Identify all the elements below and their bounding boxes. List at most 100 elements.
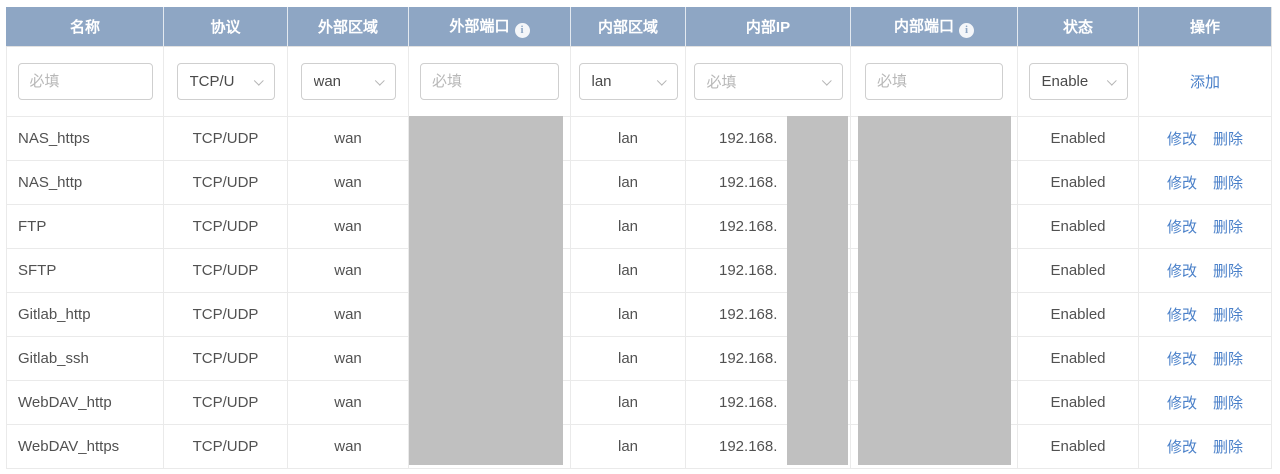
table-row: WebDAV_http TCP/UDP wan lan 192.168. Ena…: [6, 379, 1272, 425]
table-row: Gitlab_ssh TCP/UDP wan lan 192.168. Enab…: [6, 335, 1272, 381]
table-row: SFTP TCP/UDP wan lan 192.168. Enabled 修改…: [6, 247, 1272, 293]
delete-link[interactable]: 删除: [1213, 394, 1244, 412]
cell-protocol: TCP/UDP: [163, 115, 288, 161]
cell-internal-zone: lan: [570, 159, 686, 205]
column-header-internal-zone: 内部区域: [570, 7, 686, 47]
cell-actions: 修改 删除: [1138, 159, 1272, 205]
external-zone-select[interactable]: wan: [300, 62, 396, 100]
delete-link[interactable]: 删除: [1213, 350, 1244, 368]
cell-internal-zone: lan: [570, 379, 686, 425]
column-header-internal-port: 内部端口 i: [850, 7, 1018, 47]
name-input[interactable]: [17, 62, 153, 100]
cell-external-zone: wan: [287, 203, 409, 249]
cell-external-zone: wan: [287, 291, 409, 337]
delete-link[interactable]: 删除: [1213, 218, 1244, 236]
cell-name: WebDAV_http: [6, 379, 164, 425]
cell-status: Enabled: [1017, 203, 1139, 249]
status-select-value: Enable: [1041, 72, 1089, 90]
add-entry-row: TCP/U wan lan 必填 Enable 添加: [6, 45, 1272, 117]
column-header-external-port: 外部端口 i: [408, 7, 571, 47]
edit-link[interactable]: 修改: [1166, 174, 1197, 192]
delete-link[interactable]: 删除: [1213, 174, 1244, 192]
internal-port-input[interactable]: [865, 62, 1003, 100]
column-header-status: 状态: [1017, 7, 1139, 47]
cell-external-zone: wan: [287, 115, 409, 161]
info-icon[interactable]: i: [959, 22, 974, 38]
chevron-down-icon: [656, 75, 667, 86]
cell-actions: 修改 删除: [1138, 203, 1272, 249]
protocol-select[interactable]: TCP/U: [176, 62, 275, 100]
cell-name: Gitlab_ssh: [6, 335, 164, 381]
cell-external-zone: wan: [287, 247, 409, 293]
redaction-overlay-external-port: [409, 116, 563, 465]
cell-status: Enabled: [1017, 291, 1139, 337]
edit-link[interactable]: 修改: [1166, 306, 1197, 324]
column-header-label: 外部区域: [317, 18, 378, 36]
cell-protocol: TCP/UDP: [163, 247, 288, 293]
internal-zone-select[interactable]: lan: [578, 62, 678, 100]
internal-ip-prefix: 192.168.: [719, 129, 778, 147]
cell-internal-zone: lan: [570, 247, 686, 293]
header-row: 名称 协议 外部区域 外部端口 i 内部区域 内部IP 内部端口 i 状态 操作: [6, 7, 1272, 47]
cell-status: Enabled: [1017, 115, 1139, 161]
column-header-label: 名称: [69, 18, 100, 36]
cell-status: Enabled: [1017, 247, 1139, 293]
table-row: NAS_http TCP/UDP wan lan 192.168. Enable…: [6, 159, 1272, 205]
edit-link[interactable]: 修改: [1166, 130, 1197, 148]
cell-actions: 修改 删除: [1138, 335, 1272, 381]
protocol-select-value: TCP/U: [189, 72, 235, 90]
delete-link[interactable]: 删除: [1213, 130, 1244, 148]
delete-link[interactable]: 删除: [1213, 262, 1244, 280]
cell-name: NAS_https: [6, 115, 164, 161]
delete-link[interactable]: 删除: [1213, 438, 1244, 456]
redaction-overlay-internal-port: [858, 116, 1011, 465]
cell-internal-zone: lan: [570, 423, 686, 469]
cell-internal-zone: lan: [570, 335, 686, 381]
edit-link[interactable]: 修改: [1166, 218, 1197, 236]
cell-protocol: TCP/UDP: [163, 335, 288, 381]
cell-external-zone: wan: [287, 379, 409, 425]
edit-link[interactable]: 修改: [1166, 438, 1197, 456]
cell-status: Enabled: [1017, 423, 1139, 469]
column-header-actions: 操作: [1138, 7, 1272, 47]
cell-internal-zone: lan: [570, 203, 686, 249]
add-button[interactable]: 添加: [1189, 73, 1220, 91]
column-header-label: 协议: [210, 18, 241, 36]
table-row: WebDAV_https TCP/UDP wan lan 192.168. En…: [6, 423, 1272, 469]
status-select[interactable]: Enable: [1028, 62, 1128, 100]
column-header-internal-ip: 内部IP: [685, 7, 851, 47]
cell-name: Gitlab_http: [6, 291, 164, 337]
edit-link[interactable]: 修改: [1166, 350, 1197, 368]
cell-actions: 修改 删除: [1138, 247, 1272, 293]
internal-ip-prefix: 192.168.: [719, 305, 778, 323]
edit-link[interactable]: 修改: [1166, 394, 1197, 412]
cell-external-zone: wan: [287, 423, 409, 469]
cell-actions: 修改 删除: [1138, 379, 1272, 425]
column-header-label: 操作: [1189, 18, 1220, 36]
cell-name: NAS_http: [6, 159, 164, 205]
cell-status: Enabled: [1017, 379, 1139, 425]
delete-link[interactable]: 删除: [1213, 306, 1244, 324]
internal-ip-select[interactable]: 必填: [693, 62, 843, 100]
internal-ip-prefix: 192.168.: [719, 217, 778, 235]
cell-protocol: TCP/UDP: [163, 379, 288, 425]
column-header-label: 内部区域: [597, 18, 658, 36]
cell-external-zone: wan: [287, 335, 409, 381]
cell-internal-zone: lan: [570, 115, 686, 161]
internal-ip-prefix: 192.168.: [719, 437, 778, 455]
external-port-input[interactable]: [420, 62, 559, 100]
cell-protocol: TCP/UDP: [163, 291, 288, 337]
internal-ip-prefix: 192.168.: [719, 173, 778, 191]
edit-link[interactable]: 修改: [1166, 262, 1197, 280]
cell-actions: 修改 删除: [1138, 291, 1272, 337]
column-header-name: 名称: [6, 7, 164, 47]
info-icon[interactable]: i: [514, 22, 530, 38]
chevron-down-icon: [821, 75, 832, 86]
table-row: NAS_https TCP/UDP wan lan 192.168. Enabl…: [6, 115, 1272, 161]
cell-protocol: TCP/UDP: [163, 159, 288, 205]
internal-zone-select-value: lan: [591, 72, 612, 90]
cell-internal-zone: lan: [570, 291, 686, 337]
cell-status: Enabled: [1017, 159, 1139, 205]
